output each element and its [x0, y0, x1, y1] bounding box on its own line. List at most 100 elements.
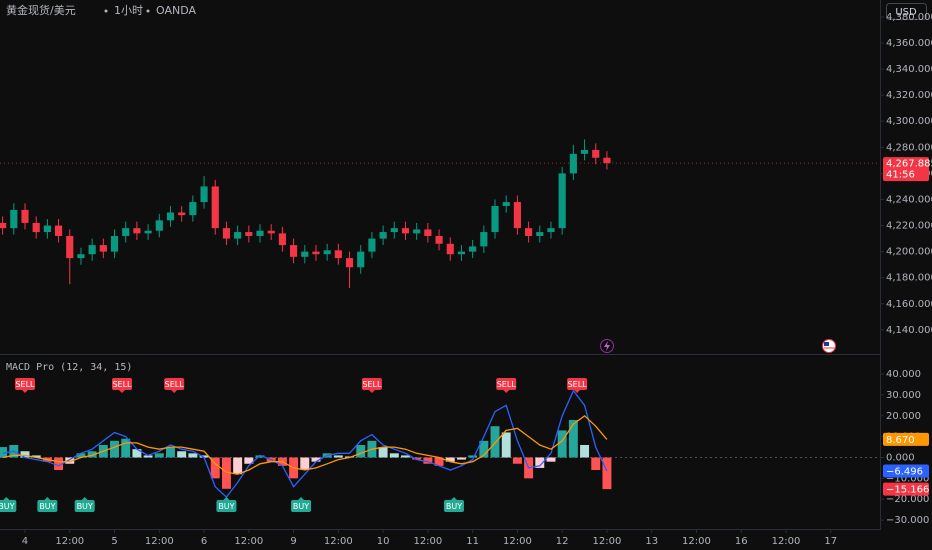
x-tick-label: 12:00	[234, 536, 263, 547]
histogram-bar	[166, 447, 175, 458]
signal-pointer	[368, 390, 375, 393]
histogram-bar	[591, 457, 601, 471]
candle-body	[245, 232, 253, 236]
currency-label[interactable]: USD	[895, 7, 917, 18]
x-tick-label: 12:00	[772, 536, 801, 547]
candle-body	[178, 212, 186, 216]
candle-body	[99, 245, 107, 252]
x-tick-label: 13	[645, 536, 658, 547]
candle-body	[0, 222, 7, 229]
header: 黄金现货/美元 1小时 OANDA	[6, 3, 196, 17]
candle-body	[234, 232, 242, 239]
source: OANDA	[156, 4, 196, 17]
x-tick-label: 6	[201, 536, 207, 547]
signal-label: BUY	[218, 502, 234, 511]
candle-body	[446, 243, 454, 255]
histogram-bar	[580, 444, 590, 458]
x-tick-label: 10	[377, 536, 390, 547]
signal-pointer	[223, 497, 230, 500]
candle-body	[502, 202, 510, 206]
histogram-bar	[154, 453, 164, 458]
histogram-bar	[188, 453, 198, 458]
histogram-bar	[300, 457, 310, 471]
last-value-label: −15.166	[886, 485, 929, 496]
candle-body	[189, 202, 197, 216]
histogram-bar	[468, 455, 478, 458]
candle-body	[267, 230, 275, 234]
lightning-icon[interactable]	[600, 339, 614, 353]
histogram-bar	[221, 457, 231, 489]
signal-pointer	[298, 497, 305, 500]
histogram-bar	[255, 455, 265, 458]
x-tick-label: 12:00	[55, 536, 84, 547]
histogram-bar	[512, 457, 522, 464]
y-tick-label: 4,360.000	[886, 38, 932, 49]
candle-body	[222, 228, 231, 239]
candle-body	[536, 232, 544, 236]
symbol: 黄金现货/美元	[6, 3, 76, 17]
flag-canton[interactable]	[824, 342, 829, 346]
signal-label: SELL	[15, 380, 35, 389]
candle-body	[368, 238, 376, 252]
signal-box	[567, 378, 588, 390]
signal-label: SELL	[568, 380, 588, 389]
x-tick-label: 5	[111, 536, 117, 547]
candle-body	[424, 229, 432, 236]
histogram-bar	[412, 457, 422, 460]
histogram-bar	[87, 451, 97, 458]
signal-pointer	[171, 390, 178, 393]
histogram-bar	[177, 451, 187, 458]
signal-box	[37, 500, 58, 512]
y-tick-label: −10.000	[886, 473, 929, 484]
signal-box	[0, 500, 17, 512]
signal-box	[74, 500, 95, 512]
candle-body	[301, 251, 309, 257]
candle-body	[334, 250, 342, 259]
histogram-bar	[333, 455, 343, 458]
x-tick-label: 4	[22, 536, 28, 547]
lightning-bolt[interactable]	[604, 341, 610, 351]
candle-body	[547, 228, 555, 233]
signal-box	[361, 378, 382, 390]
indicator-line	[2, 389, 608, 499]
candle-body	[122, 228, 130, 236]
histogram-bar	[199, 455, 209, 458]
indicator-line	[2, 414, 608, 475]
histogram-bar	[20, 451, 30, 458]
histogram-bar	[244, 457, 254, 464]
signal-pointer	[450, 497, 457, 500]
us-flag-icon[interactable]	[822, 339, 836, 353]
x-tick-label: 11	[466, 536, 479, 547]
candle-body	[345, 258, 354, 268]
signal-label: SELL	[112, 380, 132, 389]
histogram-bar	[479, 440, 489, 458]
x-tick-label: 12:00	[682, 536, 711, 547]
candle-body	[155, 220, 163, 231]
separator-dot	[146, 9, 150, 13]
histogram-bar	[490, 426, 500, 458]
candle-body	[457, 251, 466, 255]
candle-body	[558, 173, 566, 229]
candle-body	[21, 209, 29, 223]
y-tick-label: 40.000	[886, 369, 921, 380]
histogram-bar	[31, 455, 41, 458]
x-tick-label: 12:00	[324, 536, 353, 547]
histogram-bar	[568, 419, 578, 458]
y-tick-label: 20.000	[886, 411, 921, 422]
signal-label: BUY	[446, 502, 462, 511]
lightning-circle[interactable]	[600, 339, 614, 353]
signal-pointer	[21, 390, 28, 393]
signal-pointer	[574, 390, 581, 393]
currency-button[interactable]: USD	[886, 3, 927, 20]
y-tick-label: 0.000	[886, 452, 915, 463]
y-tick-label: 4,180.000	[886, 273, 932, 284]
candle-body	[211, 186, 219, 229]
candle-body	[256, 230, 264, 236]
histogram-bar	[121, 438, 131, 458]
y-tick-label: 4,160.000	[886, 299, 932, 310]
histogram-bar	[546, 457, 556, 462]
x-tick-label: 12:00	[413, 536, 442, 547]
currency-button-frame[interactable]	[886, 3, 927, 20]
